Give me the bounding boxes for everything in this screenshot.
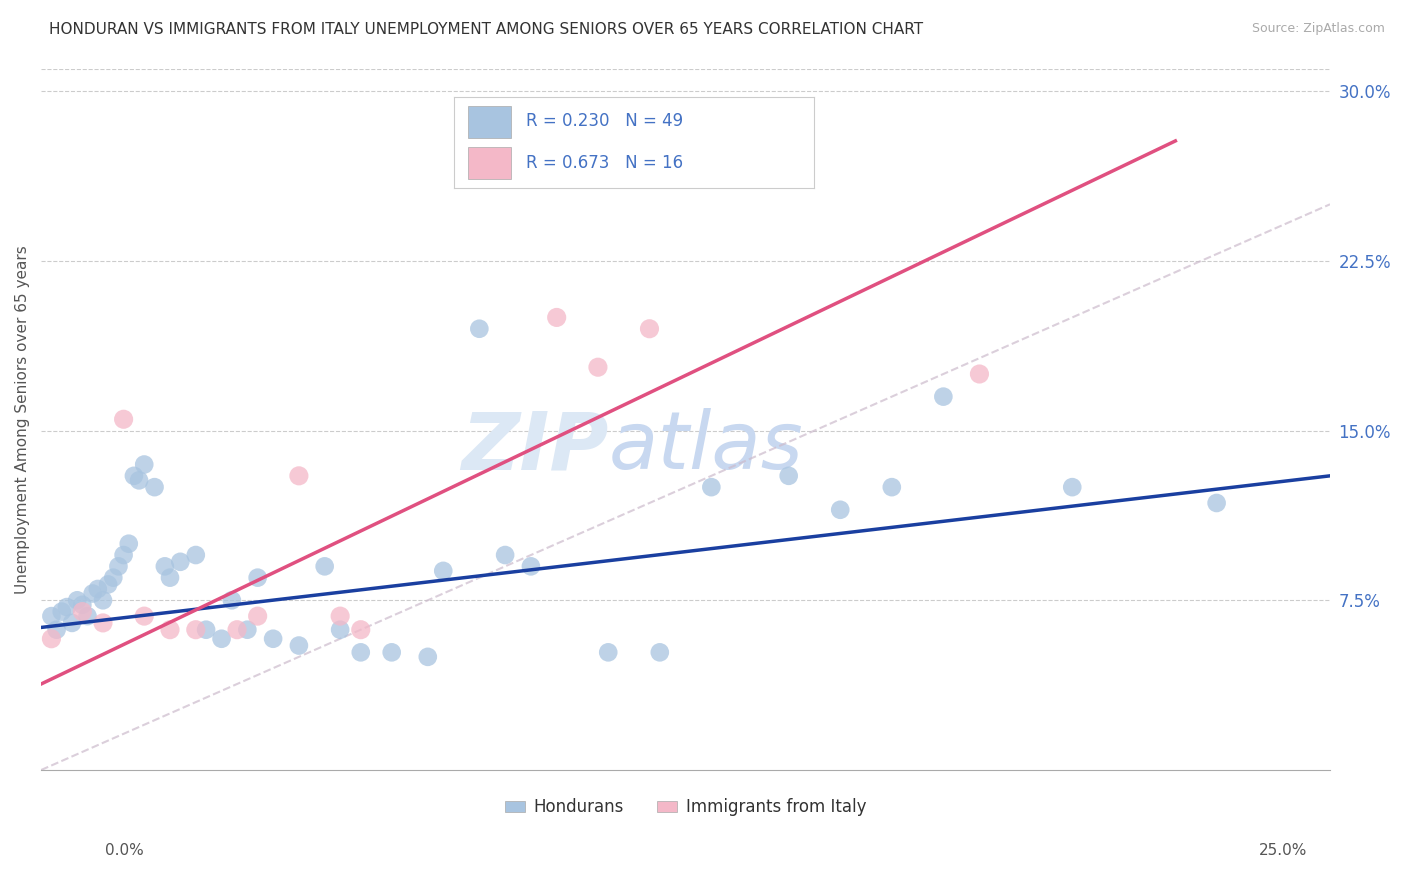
Point (107, 559, 129, 574)
Point (329, 623, 352, 637)
Point (468, 322, 491, 336)
Point (82, 586, 104, 600)
Point (112, 548, 135, 562)
Point (546, 310, 568, 325)
Point (51, 605, 73, 619)
Point (314, 559, 336, 574)
Point (1205, 496, 1227, 510)
Point (432, 564, 454, 578)
Point (416, 649, 439, 664)
Point (41, 632, 63, 646)
Point (288, 639, 311, 653)
Point (159, 571, 181, 585)
Point (700, 480, 723, 494)
Point (56, 600, 79, 615)
Point (1062, 480, 1084, 494)
Point (226, 623, 249, 637)
Point (520, 559, 543, 574)
Text: atlas: atlas (609, 409, 803, 486)
Point (246, 571, 269, 585)
Point (76, 609, 98, 624)
Point (195, 623, 218, 637)
Point (494, 548, 516, 562)
Point (288, 468, 311, 483)
Point (134, 609, 156, 624)
Y-axis label: Unemployment Among Seniors over 65 years: Unemployment Among Seniors over 65 years (15, 245, 30, 594)
Point (91, 593, 114, 607)
Point (112, 412, 135, 426)
Point (72, 598, 94, 612)
Point (118, 537, 141, 551)
Point (246, 609, 269, 624)
Point (122, 468, 145, 483)
Point (45, 623, 67, 637)
Point (830, 502, 852, 516)
Text: ZIP: ZIP (461, 409, 609, 486)
Point (60, 615, 83, 630)
Point (350, 645, 373, 659)
Point (103, 571, 125, 585)
Point (329, 609, 352, 624)
Text: Source: ZipAtlas.com: Source: ZipAtlas.com (1251, 22, 1385, 36)
Point (778, 468, 800, 483)
Point (350, 623, 373, 637)
Point (66, 593, 89, 607)
Point (128, 474, 150, 488)
Point (932, 390, 955, 404)
Text: HONDURAN VS IMMIGRANTS FROM ITALY UNEMPLOYMENT AMONG SENIORS OVER 65 YEARS CORRE: HONDURAN VS IMMIGRANTS FROM ITALY UNEMPL… (49, 22, 924, 37)
Point (598, 645, 620, 659)
Point (134, 458, 156, 472)
Point (91, 615, 114, 630)
Point (184, 623, 207, 637)
Point (211, 632, 233, 646)
Point (153, 559, 176, 574)
Point (648, 645, 671, 659)
Point (236, 623, 259, 637)
Point (880, 480, 903, 494)
Point (381, 645, 404, 659)
Point (969, 367, 991, 381)
Point (159, 623, 181, 637)
Point (169, 555, 191, 569)
Point (87, 582, 110, 596)
Point (97, 577, 120, 591)
Point (221, 593, 243, 607)
Text: 0.0%: 0.0% (105, 843, 145, 858)
Point (143, 480, 166, 494)
Point (72, 605, 94, 619)
Point (41, 609, 63, 624)
Point (262, 632, 284, 646)
Point (638, 322, 661, 336)
Point (184, 548, 207, 562)
Legend: Hondurans, Immigrants from Italy: Hondurans, Immigrants from Italy (496, 790, 875, 825)
Text: 25.0%: 25.0% (1260, 843, 1308, 858)
Point (586, 360, 609, 375)
